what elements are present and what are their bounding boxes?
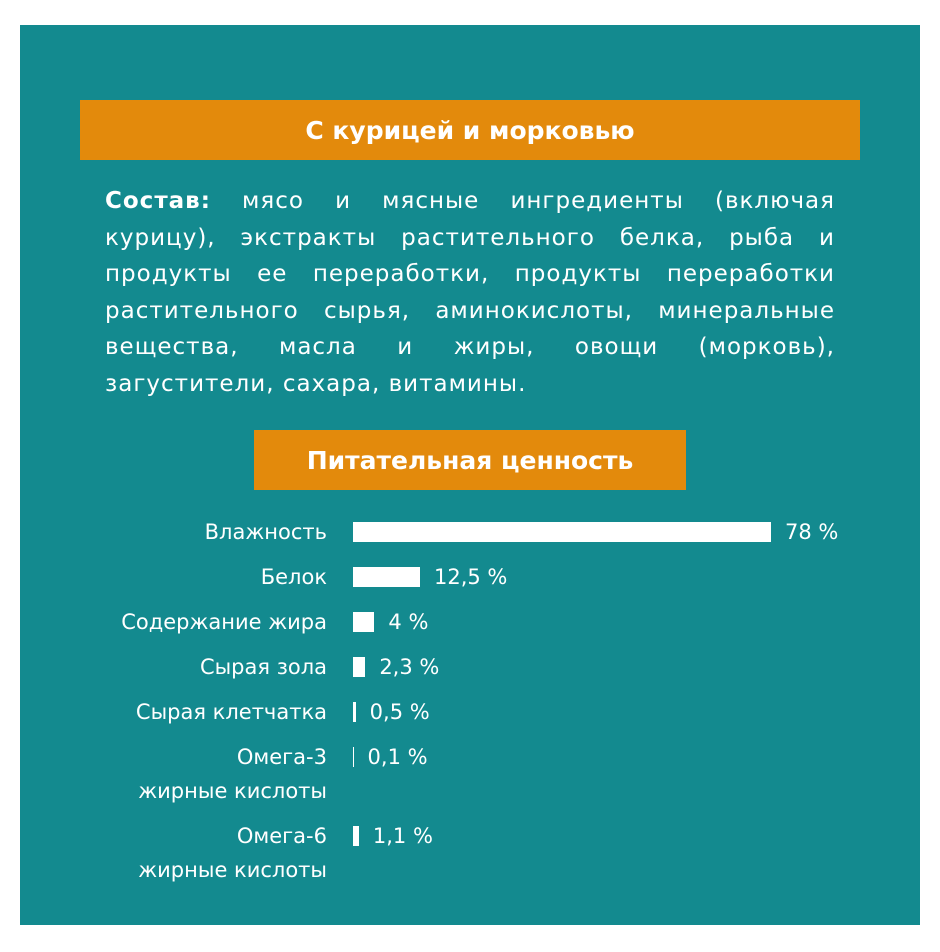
bar-chart: Влажность 78 % Белок 12,5 % Содержание жира 4…: [20, 515, 920, 898]
composition-label: Состав:: [105, 188, 211, 214]
category-label: Омега-6 жирные кислоты: [138, 824, 327, 882]
value-label: 4 %: [388, 610, 429, 634]
value-label: 2,3 %: [379, 655, 440, 679]
chart-title: Питательная ценность: [254, 430, 686, 490]
bar: [353, 747, 354, 767]
bar-area: 2,3 %: [353, 650, 439, 684]
bar-area: 0,1 %: [353, 740, 428, 774]
bar: [353, 522, 771, 542]
bar-area: 12,5 %: [353, 560, 507, 594]
bar-row: Влажность 78 %: [20, 515, 920, 549]
bar-row: Омега-6 жирные кислоты 1,1 %: [20, 819, 920, 887]
heading: С курицей и морковью: [80, 100, 860, 160]
bar: [353, 702, 356, 722]
value-label: 1,1 %: [372, 824, 433, 848]
category-label: Влажность: [204, 520, 327, 544]
bar-area: 0,5 %: [353, 695, 430, 729]
category-label: Содержание жира: [121, 610, 327, 634]
bar-area: 78 %: [353, 515, 838, 549]
panel: С курицей и морковью Состав: мясо и мясн…: [20, 25, 920, 925]
composition: Состав: мясо и мясные ингредиенты (включ…: [105, 183, 835, 402]
value-label: 0,1 %: [367, 745, 428, 769]
bar-row: Белок 12,5 %: [20, 560, 920, 594]
value-label: 12,5 %: [433, 565, 508, 589]
composition-text: мясо и мясные ингредиенты (включая куриц…: [105, 188, 835, 397]
bar-area: 1,1 %: [353, 819, 433, 853]
bar: [353, 826, 359, 846]
bar: [353, 567, 420, 587]
bar-area: 4 %: [353, 605, 428, 639]
category-label: Белок: [260, 565, 327, 589]
value-label: 0,5 %: [369, 700, 430, 724]
bar-row: Сырая клетчатка 0,5 %: [20, 695, 920, 729]
bar-row: Омега-3 жирные кислоты 0,1 %: [20, 740, 920, 808]
category-label: Сырая зола: [199, 655, 327, 679]
value-label: 78 %: [785, 520, 839, 544]
bar-row: Сырая зола 2,3 %: [20, 650, 920, 684]
bar: [353, 657, 366, 677]
category-label: Омега-3 жирные кислоты: [138, 745, 327, 803]
bar: [353, 612, 375, 632]
bar-row: Содержание жира 4 %: [20, 605, 920, 639]
category-label: Сырая клетчатка: [135, 700, 327, 724]
